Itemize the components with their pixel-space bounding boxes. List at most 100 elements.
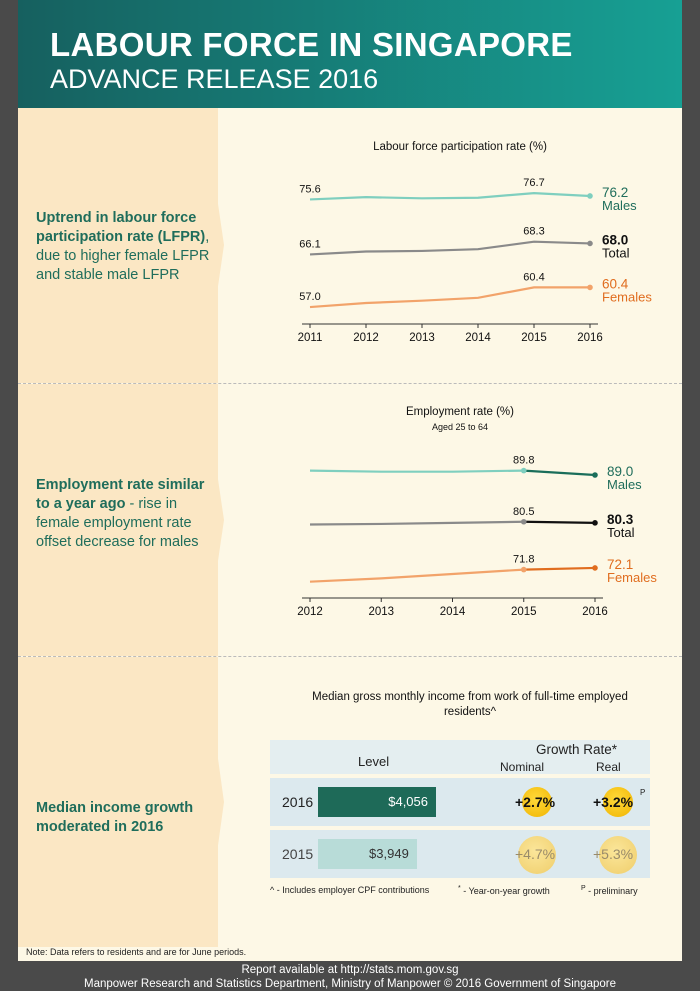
page-title: LABOUR FORCE IN SINGAPORE	[50, 26, 573, 63]
data-label: 75.6	[299, 183, 320, 195]
x-tick-label: 2015	[521, 332, 547, 344]
section-employment: Employment rate similar to a year ago - …	[18, 384, 682, 656]
table-row: 2015 $3,949 +4.7% +5.3%	[270, 830, 650, 878]
nominal-growth: +2.7%	[515, 794, 556, 810]
data-note: Note: Data refers to residents and are f…	[26, 947, 247, 957]
series-line-recent-females	[523, 566, 596, 571]
x-tick-label: 2013	[409, 332, 435, 344]
x-tick-label: 2016	[577, 332, 603, 344]
footnote-p: P - preliminary	[581, 885, 638, 896]
data-label: 57.0	[299, 291, 320, 303]
col-nominal: Nominal	[500, 760, 545, 774]
chart-subtitle-employment: Aged 25 to 64	[431, 422, 489, 432]
series-line-total	[309, 240, 591, 256]
band-arrow	[184, 384, 224, 656]
header-banner: LABOUR FORCE IN SINGAPORE ADVANCE RELEAS…	[18, 0, 682, 108]
data-label: 60.4	[523, 271, 544, 283]
preliminary-mark: P	[640, 788, 646, 797]
col-growth-rate: Growth Rate*	[536, 742, 618, 757]
footnote-p-symbol: P	[581, 885, 586, 892]
level-bar: $4,056	[318, 787, 436, 817]
series-line-recent-total	[523, 520, 596, 524]
level-bar: $3,949	[318, 839, 417, 869]
footer: Report available at http://stats.mom.gov…	[0, 961, 700, 991]
section-divider	[18, 656, 682, 657]
x-tick-label: 2014	[465, 332, 491, 344]
section-income-text: Median income growth moderated in 2016	[36, 799, 216, 837]
series-line-total	[309, 520, 524, 526]
series-name-label: Total	[602, 245, 630, 260]
x-tick-label: 2013	[368, 606, 394, 618]
series-name-label: Females	[602, 289, 652, 304]
series-line-males	[309, 469, 524, 473]
footnote-star-symbol: *	[458, 885, 461, 892]
data-point	[592, 520, 598, 526]
row-year: 2016	[282, 794, 314, 810]
x-tick-label: 2011	[298, 332, 323, 344]
data-label: 89.8	[513, 455, 534, 467]
data-label: 71.8	[513, 554, 534, 566]
series-line-males	[309, 191, 591, 201]
data-point	[592, 472, 598, 478]
end-value-label: 89.0	[607, 464, 633, 479]
data-label: 76.7	[523, 177, 544, 189]
table-row: 2016 $4,056 +2.7% +3.2% P	[270, 778, 650, 826]
row-year: 2015	[282, 846, 314, 862]
coin-icon	[603, 787, 633, 817]
footnote-caret: ^ - Includes employer CPF contributions	[270, 885, 430, 895]
coin-icon	[599, 836, 637, 874]
band-arrow	[184, 657, 224, 947]
series-name-label: Females	[607, 570, 657, 585]
x-tick-label: 2014	[440, 606, 466, 618]
chart-title-lfpr: Labour force participation rate (%)	[373, 141, 547, 153]
end-value-label: 68.0	[602, 232, 628, 247]
section-lfpr-bold: Uptrend in labour force participation ra…	[36, 210, 206, 245]
section-employment-bold: Employment rate similar to a year ago	[36, 477, 205, 512]
section-employment-text: Employment rate similar to a year ago - …	[36, 476, 216, 552]
end-value-label: 60.4	[602, 276, 629, 291]
data-point	[520, 566, 527, 573]
end-value-label: 76.2	[602, 185, 628, 200]
data-label: 68.3	[523, 226, 544, 238]
x-tick-label: 2015	[511, 606, 537, 618]
footer-credit: Manpower Research and Statistics Departm…	[84, 978, 616, 990]
chart-title-employment: Employment rate (%)	[405, 406, 514, 418]
data-point	[592, 565, 598, 571]
section-lfpr: Uptrend in labour force participation ra…	[18, 108, 682, 383]
data-label: 66.1	[299, 238, 320, 250]
real-growth: +5.3%	[593, 846, 634, 862]
section-divider	[18, 383, 682, 384]
series-name-label: Males	[607, 477, 642, 492]
x-tick-label: 2016	[582, 606, 608, 618]
band-arrow	[184, 108, 224, 383]
coin-icon	[522, 787, 552, 817]
infographic-frame: LABOUR FORCE IN SINGAPORE ADVANCE RELEAS…	[18, 0, 682, 961]
x-tick-label: 2012	[353, 332, 379, 344]
end-value-label: 72.1	[607, 557, 633, 572]
col-level: Level	[358, 754, 390, 769]
x-tick-label: 2012	[297, 606, 323, 618]
data-label: 80.5	[513, 506, 534, 518]
section-lfpr-rest: , due to higher female LFPR and stable m…	[36, 229, 210, 283]
coin-icon	[518, 836, 556, 874]
data-point	[587, 240, 593, 247]
income-table-title: Median gross monthly income from work of…	[312, 691, 628, 718]
col-real: Real	[596, 760, 621, 774]
series-line-females	[309, 568, 524, 583]
section-employment-rest: - rise in female employment rate offset …	[36, 496, 199, 550]
series-line-recent-males	[523, 469, 596, 477]
data-point	[520, 467, 527, 474]
data-point	[587, 193, 593, 199]
section-lfpr-text: Uptrend in labour force participation ra…	[36, 209, 216, 285]
page-subtitle: ADVANCE RELEASE 2016	[50, 64, 379, 94]
footer-report-link[interactable]: Report available at http://stats.mom.gov…	[241, 964, 459, 976]
section-income-bold: Median income growth moderated in 2016	[36, 800, 194, 835]
footnote-p-text: - preliminary	[585, 886, 638, 896]
table-header: Level Growth Rate* Nominal Real	[270, 740, 650, 774]
series-name-label: Males	[602, 198, 637, 213]
footnote-star-text: - Year-on-year growth	[460, 886, 550, 896]
real-growth: +3.2%	[593, 794, 634, 810]
series-line-females	[309, 286, 590, 309]
nominal-growth: +4.7%	[515, 846, 556, 862]
